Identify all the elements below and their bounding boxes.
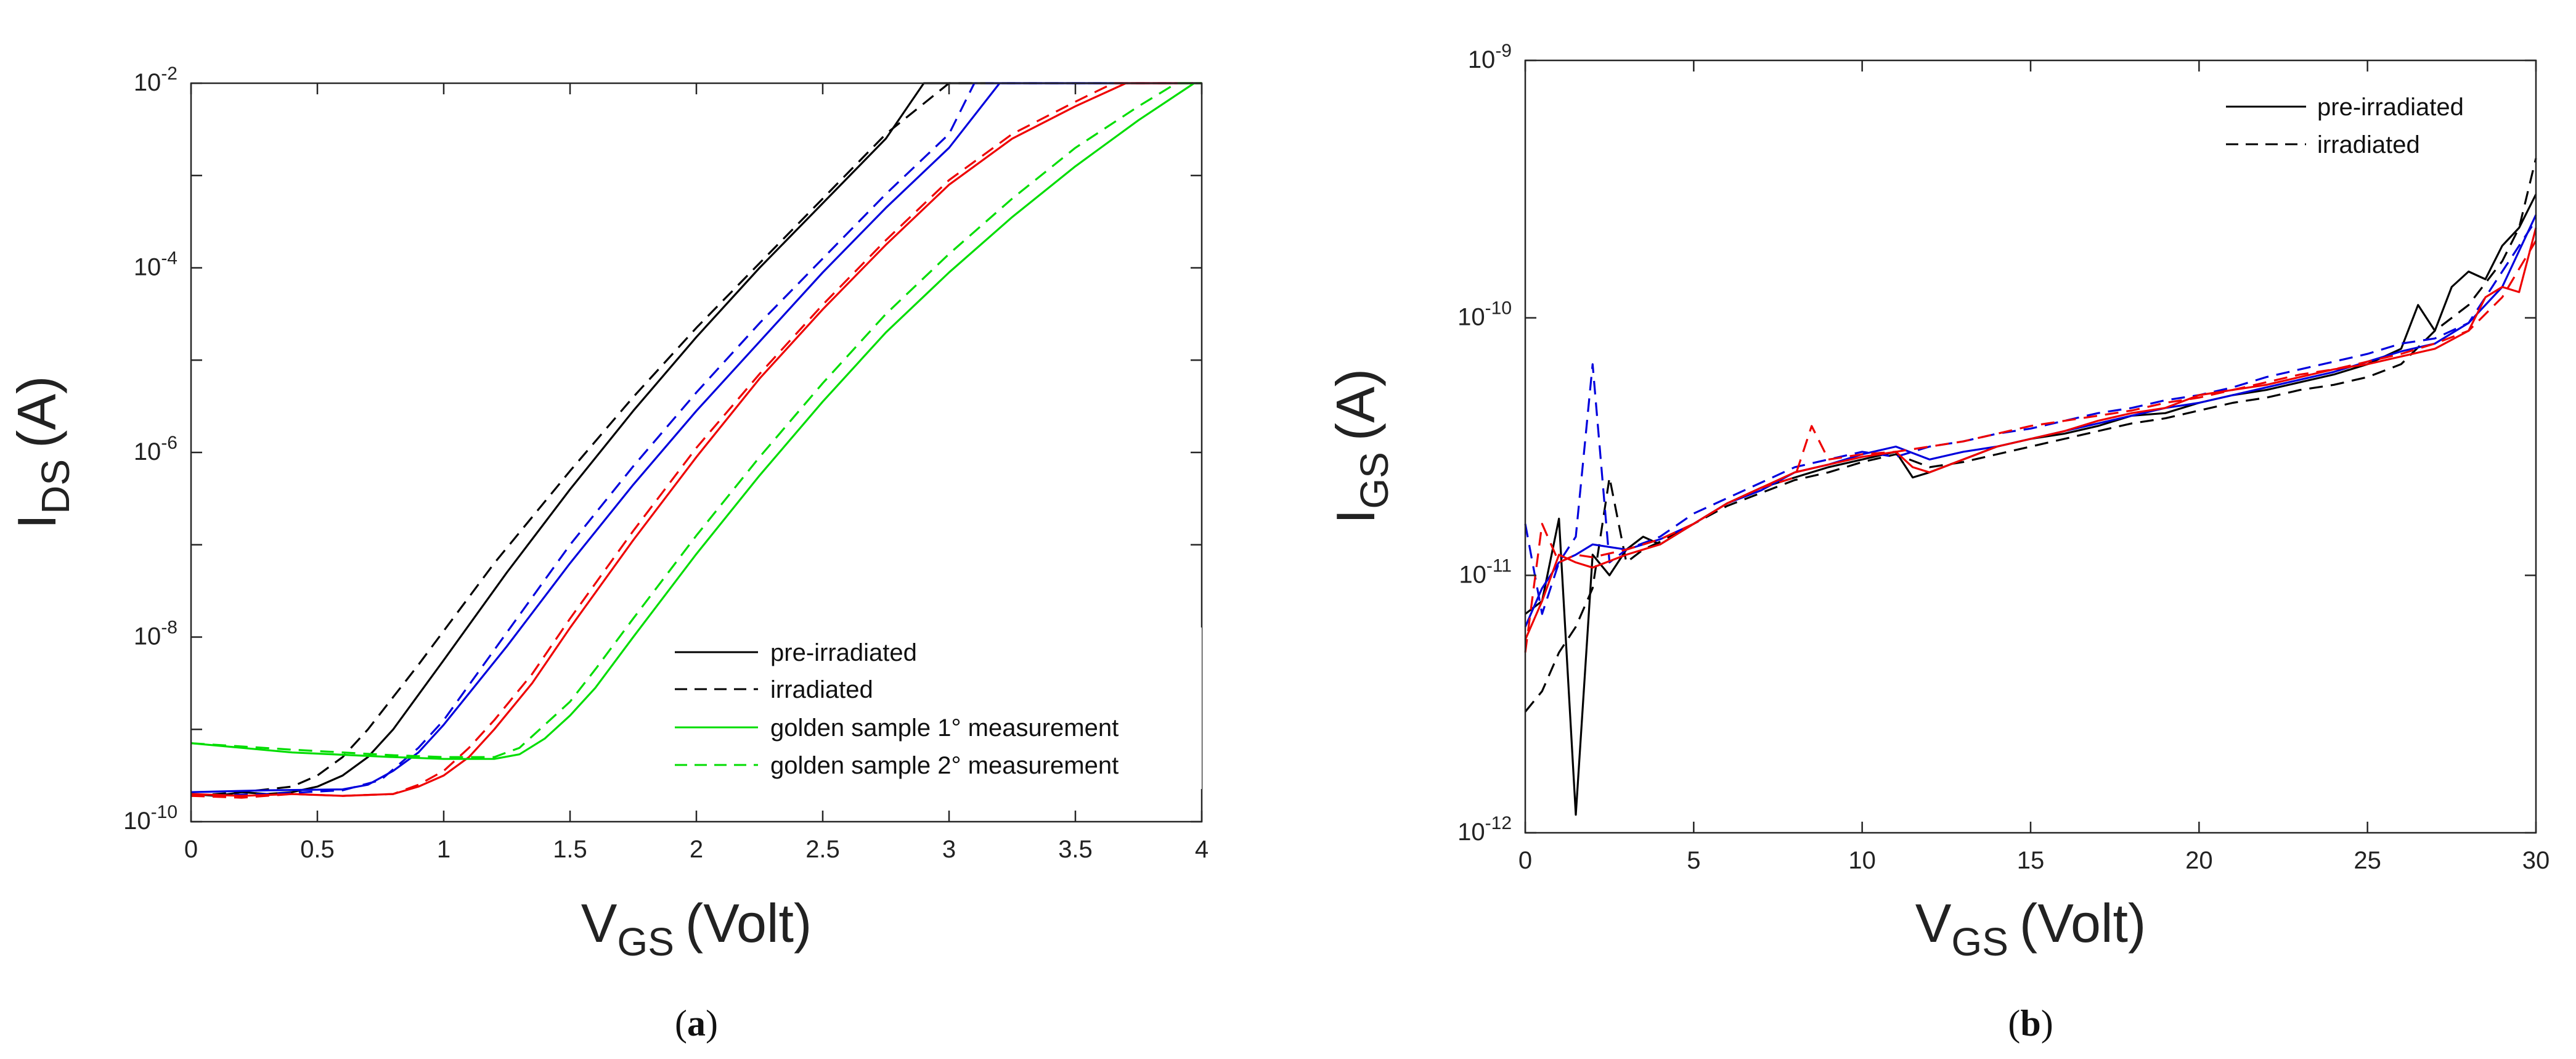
panel-a-xtick-label-6: 3 — [942, 836, 956, 863]
panel-b-x-ticks: 0 5 10 15 20 25 30 — [1518, 60, 2550, 874]
panel-b-xtick-label-0: 0 — [1518, 847, 1532, 874]
panel-a-xtick-label-7: 3.5 — [1058, 836, 1093, 863]
panel-a-legend-label-0: pre-irradiated — [770, 639, 917, 666]
panel-a-series-5 — [190, 82, 1202, 799]
panel-b-plot-area — [1525, 60, 2536, 833]
panel-a-legend: pre-irradiated irradiated golden sample … — [666, 628, 1202, 789]
panel-a-ylabel-unit: (A) — [6, 376, 67, 448]
panel-a-legend-box — [666, 628, 1202, 789]
panel-a-ytick-label-0: 10-2 — [134, 63, 177, 96]
panel-a-chart: 0 0.5 1 1.5 2 2.5 3 3.5 4 10-210-410-610-810-10 … — [6, 63, 1209, 1044]
panel-a-xlabel-main: V — [581, 893, 618, 954]
panel-a-ytick-label-3: 10-8 — [134, 618, 177, 650]
panel-a-xtick-label-1: 0.5 — [300, 836, 335, 863]
panel-a-legend-label-2: golden sample 1° measurement — [770, 714, 1119, 742]
panel-a-ytick-label-1: 10-4 — [134, 248, 177, 281]
panel-b-legend: pre-irradiated irradiated — [2206, 86, 2527, 166]
panel-b-xlabel-sub: GS — [1951, 920, 2008, 964]
panel-a-xtick-label-4: 2 — [690, 836, 703, 863]
panel-b-series-group — [1524, 158, 2537, 816]
panel-b-xtick-label-4: 20 — [2185, 847, 2213, 874]
panel-b-xlabel-unit: (Volt) — [2020, 893, 2146, 954]
panel-a-legend-label-1: irradiated — [770, 676, 873, 703]
panel-b-ytick-label-2: 10-11 — [1459, 555, 1512, 588]
panel-a-series-6 — [190, 82, 1202, 760]
panel-b-ylabel-unit: (A) — [1325, 369, 1386, 441]
panel-b-xtick-label-3: 15 — [2017, 847, 2045, 874]
panel-b-x-axis-label: VGS (Volt) — [1915, 893, 2146, 964]
panel-b-ylabel-sub: GS — [1352, 452, 1396, 509]
panel-b-ytick-label-1: 10-10 — [1457, 298, 1512, 331]
panel-b-legend-label-1: irradiated — [2317, 131, 2420, 158]
panel-a-x-axis-label: VGS (Volt) — [581, 893, 812, 964]
panel-a-xlabel-sub: GS — [617, 920, 674, 964]
panel-a-xtick-label-8: 4 — [1195, 836, 1209, 863]
panel-a-series-1 — [190, 82, 1202, 797]
panel-a-ylabel-sub: DS — [33, 459, 78, 514]
panel-b-caption: (b) — [2008, 1003, 2053, 1044]
panel-a-xtick-label-5: 2.5 — [805, 836, 840, 863]
panel-a-ylabel-main: I — [6, 514, 67, 529]
panel-b-legend-label-0: pre-irradiated — [2317, 94, 2464, 121]
panel-b-xtick-label-6: 30 — [2522, 847, 2550, 874]
panel-a-y-ticks: 10-2 10-4 10-6 10-8 10-10 — [123, 63, 1202, 835]
panel-b-y-ticks: 10-9 10-10 10-11 10-12 — [1457, 41, 2536, 846]
panel-b-xtick-label-1: 5 — [1687, 847, 1700, 874]
panel-b-ytick-label-3: 10-12 — [1457, 813, 1512, 846]
panel-a-xtick-label-2: 1 — [437, 836, 450, 863]
panel-a-x-ticks: 0 0.5 1 1.5 2 2.5 3 3.5 4 — [184, 83, 1209, 863]
panel-b-xtick-label-2: 10 — [1848, 847, 1876, 874]
panel-a-series-4 — [190, 82, 1202, 797]
panel-b-series-3 — [1524, 219, 2537, 615]
panel-a-series-7 — [190, 82, 1202, 758]
panel-a-legend-label-3: golden sample 2° measurement — [770, 752, 1119, 779]
panel-b-legend-box — [2206, 86, 2527, 166]
panel-b-ytick-label-0: 10-9 — [1468, 41, 1512, 73]
panel-b-caption-letter: b — [2020, 1003, 2040, 1044]
panel-a-caption: (a) — [675, 1003, 718, 1044]
panel-b-series-5 — [1524, 240, 2537, 653]
panel-b-y-axis-label: IGS (A) — [1325, 369, 1396, 524]
panel-a-xtick-label-3: 1.5 — [553, 836, 587, 863]
panel-a-y-axis-label: IDS (A) — [6, 376, 78, 530]
panel-a-caption-letter: a — [687, 1003, 706, 1044]
panel-b-series-4 — [1524, 227, 2537, 640]
panel-a-series-3 — [190, 82, 1202, 797]
panel-a-series-2 — [190, 82, 1202, 793]
panel-b-xlabel-main: V — [1915, 893, 1952, 954]
panel-a-series-group — [190, 82, 1202, 799]
panel-b-ylabel-main: I — [1325, 509, 1386, 524]
panel-a-ytick-label-4: 10-10 — [123, 802, 177, 835]
panel-b-xtick-label-5: 25 — [2354, 847, 2381, 874]
panel-a-xtick-label-0: 0 — [184, 836, 198, 863]
panel-a-ytick-label-2: 10-6 — [134, 433, 177, 465]
panel-a-xlabel-unit: (Volt) — [685, 893, 812, 954]
